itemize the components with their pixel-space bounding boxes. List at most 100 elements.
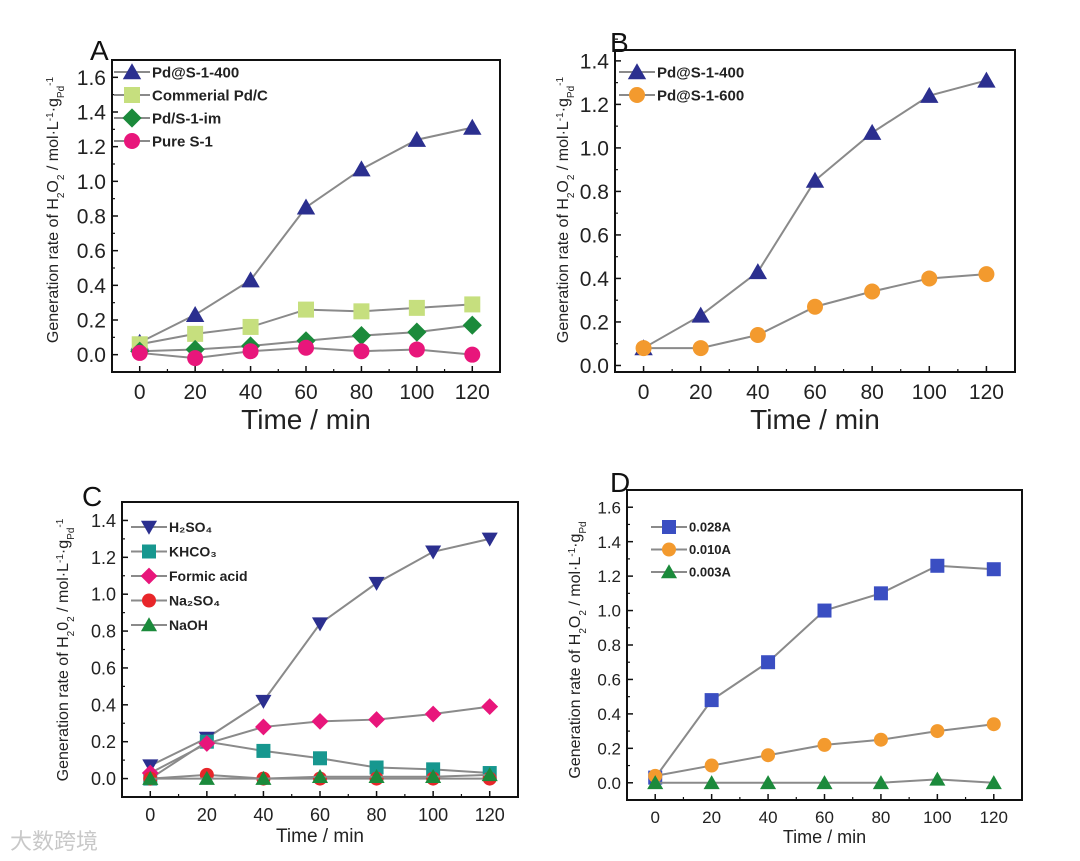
- y-axis-label: Generation rate of H2O2 / mol·L-1·gPd-1: [555, 76, 577, 343]
- x-tick-label: 80: [367, 805, 387, 825]
- data-point: [749, 327, 766, 344]
- y-tick-label: 1.2: [91, 548, 116, 568]
- legend-label: Formic acid: [169, 568, 248, 584]
- data-point: [255, 770, 272, 785]
- data-point: [255, 694, 272, 709]
- data-point: [464, 346, 481, 363]
- legend-marker: [124, 133, 140, 149]
- data-point: [198, 735, 216, 752]
- legend-label: NaOH: [169, 617, 208, 633]
- series-pd-s-1-600: Pd@S-1-600: [619, 87, 995, 357]
- y-axis-label-part: -1: [45, 76, 56, 85]
- y-axis-label-part: -1: [55, 518, 66, 527]
- data-point: [986, 717, 1001, 732]
- x-axis-label: Time / min: [750, 404, 880, 435]
- y-axis-label-part: Generation rate of H: [55, 636, 72, 781]
- data-point: [873, 586, 888, 601]
- y-tick-label: 0.0: [77, 344, 106, 367]
- y-tick-label: 1.4: [91, 511, 116, 531]
- data-point: [351, 326, 372, 346]
- x-tick-label: 0: [145, 805, 155, 825]
- data-point: [978, 266, 995, 283]
- data-point: [368, 711, 385, 728]
- watermark: 大数跨境: [10, 830, 99, 855]
- y-axis-label-part: 2: [566, 174, 577, 180]
- y-axis-label-part: Pd: [566, 86, 577, 98]
- x-tick-label: 120: [455, 381, 490, 404]
- data-point: [817, 603, 832, 618]
- data-point: [407, 130, 427, 147]
- x-tick-label: 0: [650, 808, 659, 827]
- y-tick-label: 0.6: [580, 224, 609, 247]
- data-point: [977, 71, 996, 88]
- y-tick-label: 0.8: [91, 622, 116, 642]
- data-point: [185, 306, 205, 322]
- x-tick-label: 40: [239, 381, 262, 404]
- data-point: [805, 171, 825, 188]
- y-axis-label: Generation rate of H2O2 / mol·L-1·gPd-1: [45, 76, 67, 343]
- y-axis-label-part: 0: [55, 622, 72, 631]
- data-point: [920, 86, 939, 103]
- data-point: [311, 769, 329, 784]
- data-point: [298, 301, 314, 318]
- data-point: [407, 322, 427, 342]
- y-axis-label-part: / mol·L: [45, 121, 62, 174]
- y-axis-label-part: O: [45, 180, 62, 192]
- legend-label: Pd@S-1-400: [657, 64, 744, 81]
- data-point: [872, 775, 889, 790]
- y-tick-label: 0.0: [580, 355, 609, 378]
- plot-frame: [626, 489, 1023, 801]
- x-tick-label: 60: [294, 381, 317, 404]
- y-axis-label-part: Pd: [56, 86, 67, 98]
- data-point: [761, 655, 776, 670]
- y-tick-label: 1.6: [77, 67, 106, 90]
- y-axis-label-part: Generation rate of H: [567, 634, 584, 779]
- legend-marker: [140, 567, 158, 585]
- y-axis-label-part: 2: [578, 628, 589, 634]
- y-axis-label-part: -1: [55, 554, 66, 563]
- x-tick-label: 120: [475, 805, 505, 825]
- y-tick-label: 0.8: [580, 181, 609, 204]
- x-tick-label: 120: [969, 381, 1004, 404]
- data-point: [930, 558, 945, 573]
- y-axis-label-part: Generation rate of H: [555, 198, 572, 343]
- data-point: [864, 283, 881, 300]
- legend-label: Pd/S-1-im: [152, 110, 221, 127]
- y-tick-label: 1.0: [91, 585, 116, 605]
- y-tick-label: 1.6: [597, 498, 621, 517]
- data-point: [298, 339, 314, 356]
- y-axis-label-part: ·g: [555, 98, 572, 112]
- data-point: [408, 299, 425, 316]
- y-axis-label: Generation rate of H2O2 / mol·L-1·gPd: [567, 521, 589, 778]
- data-point: [255, 718, 272, 736]
- legend-label: 0.010A: [689, 542, 732, 557]
- y-tick-label: 0.2: [91, 732, 116, 752]
- legend-marker: [629, 87, 645, 103]
- data-point: [761, 748, 776, 763]
- y-axis-label-part: / mol·L: [555, 121, 572, 174]
- y-axis-label-part: ·g: [45, 98, 62, 112]
- y-axis-label-part: 2: [56, 174, 67, 180]
- data-point: [256, 743, 271, 758]
- x-axis-label: Time / min: [241, 404, 371, 435]
- y-tick-label: 0.2: [77, 310, 106, 333]
- panel-a: A 0 20 40 60 80 100 120 0.0 0.2 0.4 0.6 0.8 1.0 1.2 1.4…: [45, 35, 501, 435]
- series-0-003a: 0.003A: [647, 564, 1002, 790]
- data-point: [481, 532, 498, 547]
- y-axis-label-part: 2: [56, 192, 67, 198]
- data-point: [703, 775, 720, 790]
- x-tick-label: 20: [702, 808, 721, 827]
- y-tick-label: 0.6: [91, 658, 116, 678]
- data-point: [296, 198, 316, 215]
- y-tick-label: 1.2: [597, 567, 621, 586]
- y-axis-label-part: Generation rate of H: [45, 198, 62, 343]
- y-axis-label: Generation rate of H202 / mol·L-1·gPd-1: [55, 518, 77, 781]
- y-tick-label: 0.8: [597, 636, 621, 655]
- x-tick-label: 60: [310, 805, 330, 825]
- x-tick-label: 80: [350, 381, 373, 404]
- y-tick-label: 0.0: [597, 774, 621, 793]
- data-point: [929, 771, 946, 786]
- x-tick-label: 0: [638, 381, 650, 404]
- data-point: [368, 576, 385, 591]
- data-point: [462, 315, 482, 335]
